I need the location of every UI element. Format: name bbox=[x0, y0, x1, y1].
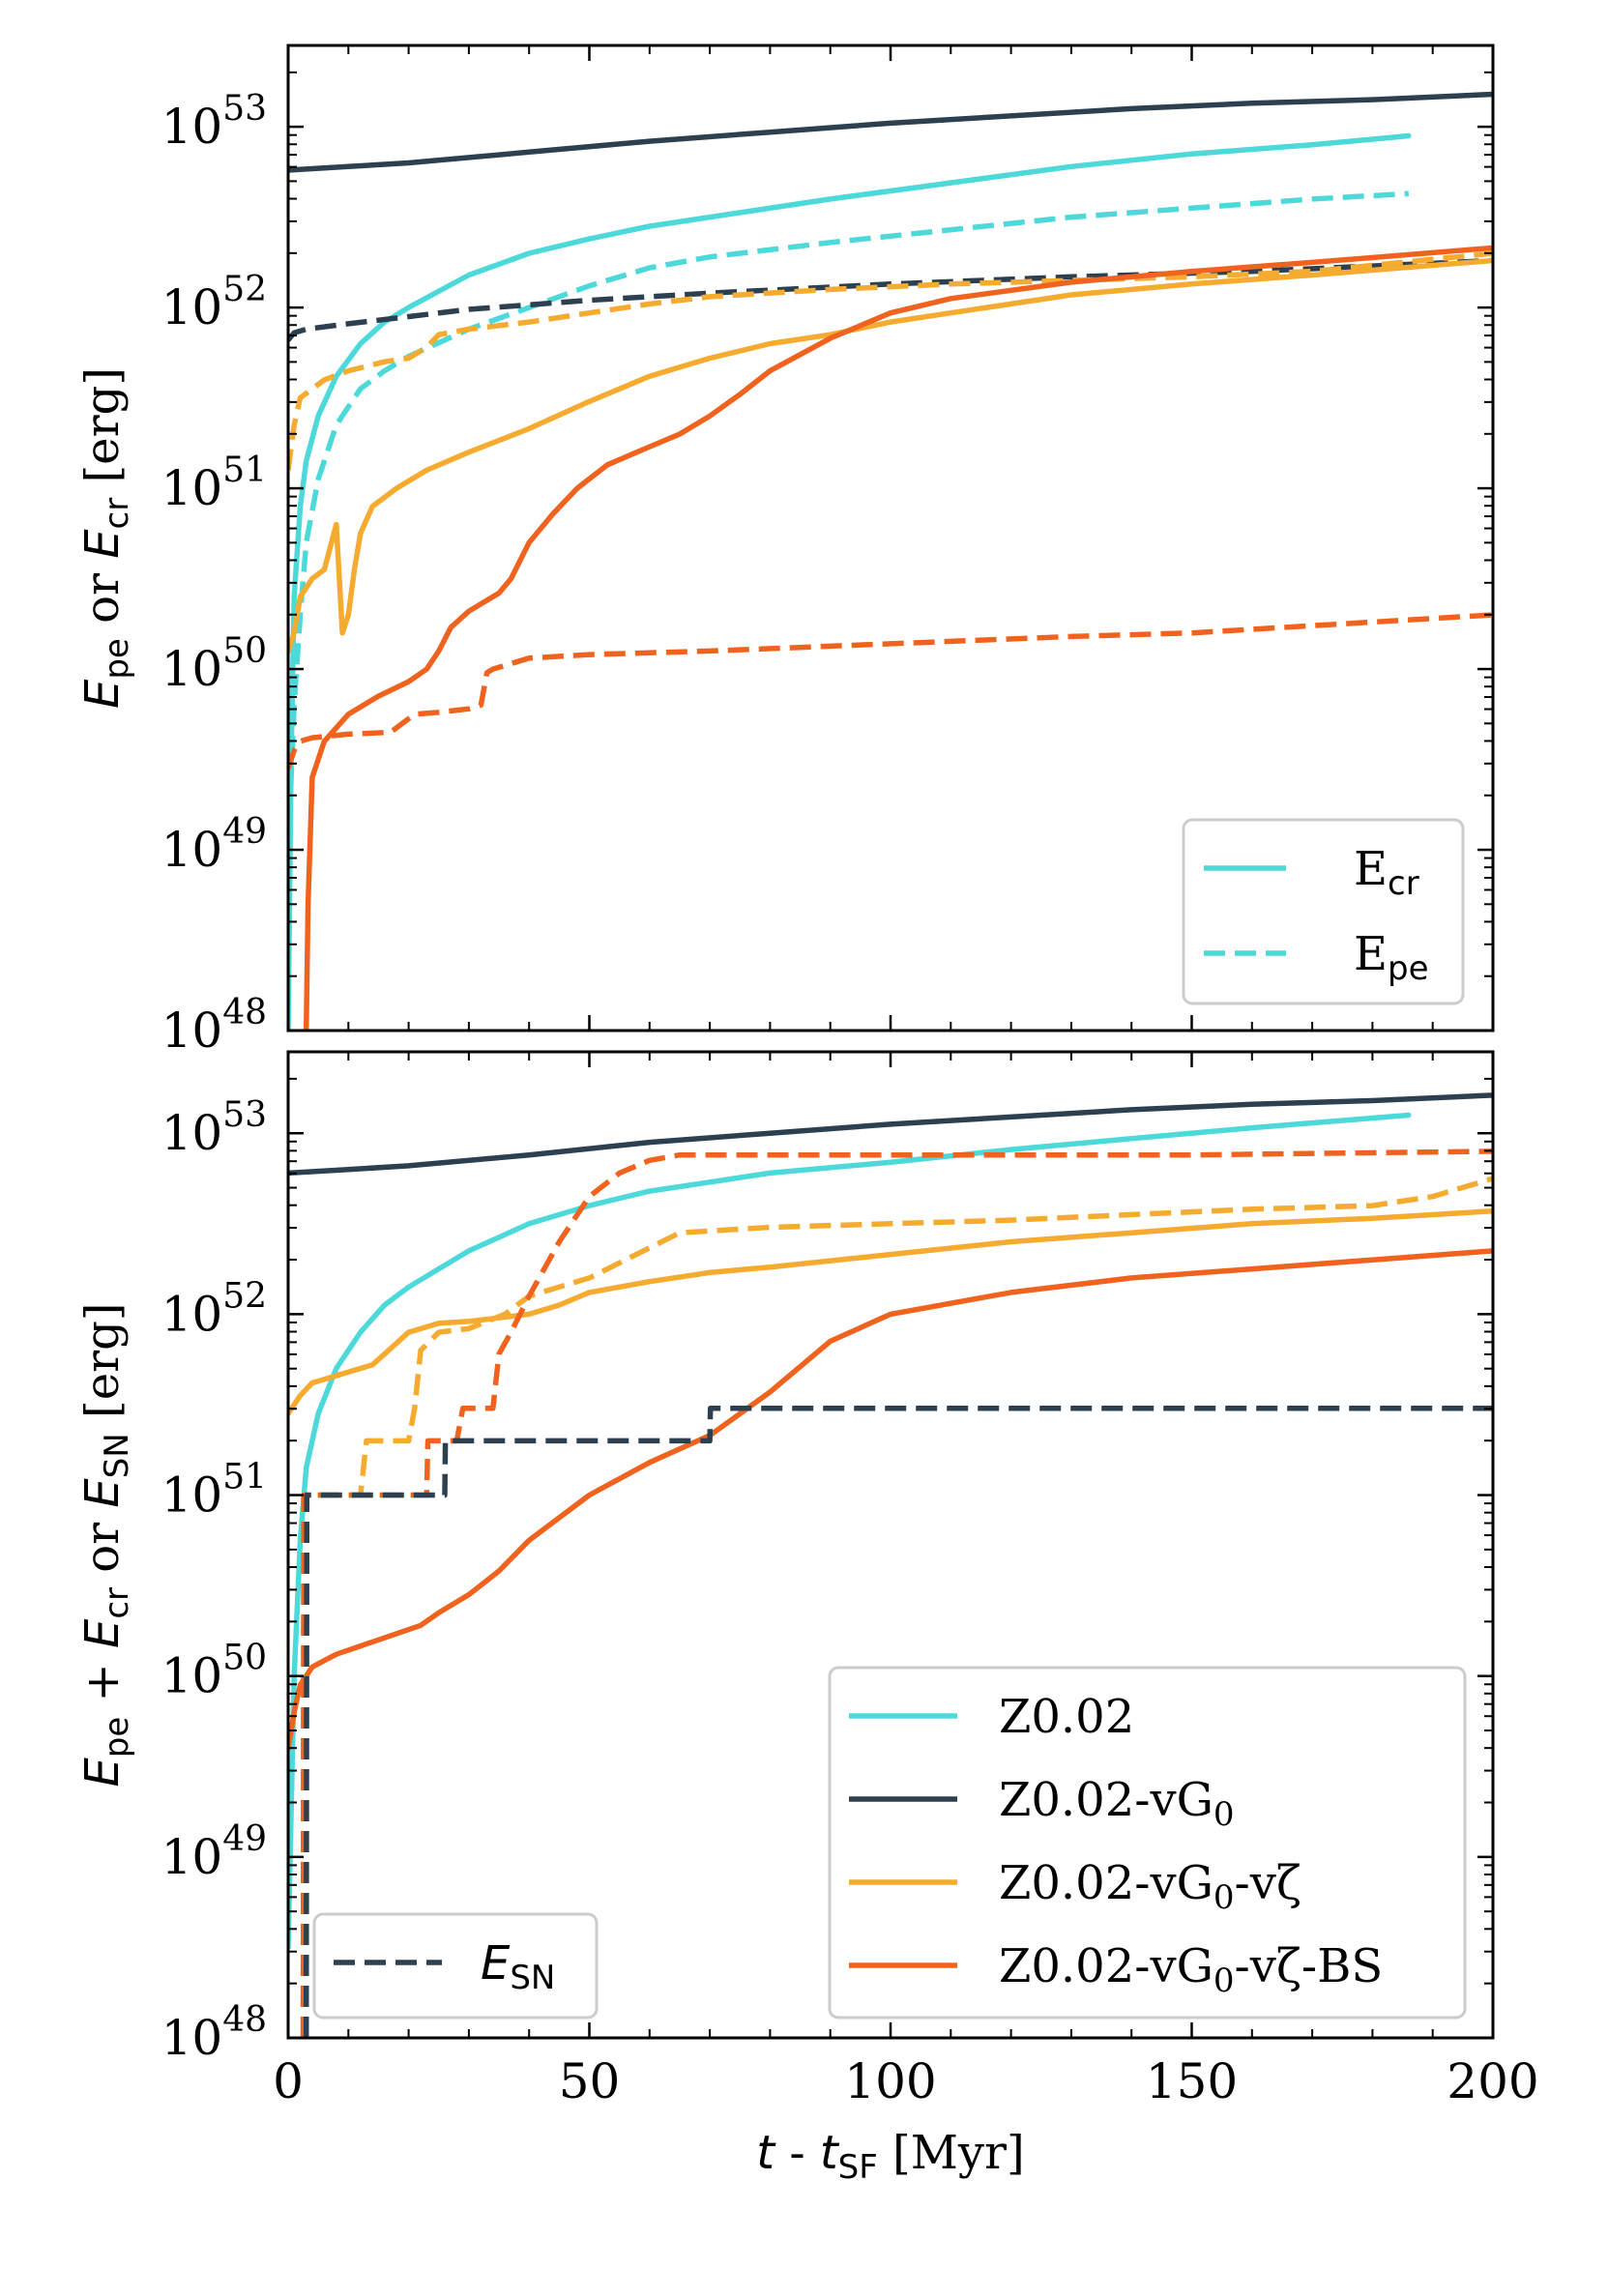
y-tick-label: 1052 bbox=[161, 270, 267, 335]
legend-label: Z0.02-vG0-vζ bbox=[999, 1856, 1301, 1917]
series-line bbox=[303, 245, 1493, 1031]
y-axis-label: Epe or Ecr [erg] bbox=[75, 367, 136, 709]
series-line bbox=[288, 91, 1493, 173]
series-line bbox=[303, 1405, 1493, 2038]
y-tick-label: 1048 bbox=[161, 993, 267, 1059]
series-line bbox=[288, 250, 1493, 471]
legend-frame bbox=[828, 1666, 1467, 2020]
y-tick-label: 1051 bbox=[161, 1458, 267, 1524]
y-tick-label: 1053 bbox=[161, 1095, 267, 1161]
legend-label: Z0.02-vG0-vζ-BS bbox=[999, 1939, 1383, 2000]
legend-label: Epe bbox=[1354, 927, 1429, 988]
series-line bbox=[288, 132, 1412, 1031]
x-tick-label: 0 bbox=[273, 2053, 304, 2109]
legend-label: Ecr bbox=[1354, 842, 1419, 903]
series-line bbox=[288, 1092, 1493, 1177]
series-line bbox=[288, 1112, 1412, 1951]
x-tick-label: 150 bbox=[1146, 2053, 1238, 2109]
legend-label: ESN bbox=[481, 1936, 555, 1997]
x-axis-label: t - tSF [Myr] bbox=[756, 2126, 1024, 2187]
y-tick-label: 1050 bbox=[161, 631, 267, 697]
y-axis-label: Epe + Ecr or ESN [erg] bbox=[75, 1302, 136, 1787]
y-tick-label: 1053 bbox=[161, 89, 267, 155]
legend-label: Z0.02-vG0 bbox=[999, 1773, 1235, 1834]
series-line bbox=[288, 612, 1493, 770]
legend-frame bbox=[312, 1912, 599, 2020]
legend-top: Ecr Epe bbox=[1182, 818, 1465, 1005]
y-tick-label: 1048 bbox=[161, 2000, 267, 2066]
top-panel: 1048 1049 1050 1051 1052 1053 Epe or Ecr [erg]… bbox=[75, 44, 1495, 1059]
legend-label: Z0.02 bbox=[999, 1690, 1134, 1744]
x-tick-label: 200 bbox=[1447, 2053, 1538, 2109]
series-line bbox=[288, 190, 1409, 851]
legend-models: Z0.02 Z0.02-vG0 Z0.02-vG0-vζ Z0.02-vG0-vζ-B… bbox=[828, 1666, 1467, 2020]
bottom-panel: 1048 1049 1050 1051 1052 1053 Epe + Ecr or ESN… bbox=[75, 1050, 1539, 2187]
x-tick-label: 50 bbox=[559, 2053, 621, 2109]
y-tick-label: 1049 bbox=[161, 1819, 267, 1885]
y-tick-label: 1049 bbox=[161, 812, 267, 878]
x-tick-label: 100 bbox=[844, 2053, 936, 2109]
series-line bbox=[288, 257, 1493, 654]
series-line bbox=[300, 1176, 1493, 2038]
series-line bbox=[288, 1207, 1493, 1417]
series-line bbox=[288, 257, 1493, 342]
series-line bbox=[288, 1248, 1493, 1752]
y-tick-label: 1052 bbox=[161, 1276, 267, 1342]
legend-sn: ESN bbox=[312, 1912, 599, 2020]
y-tick-label: 1051 bbox=[161, 450, 267, 516]
y-tick-label: 1050 bbox=[161, 1639, 267, 1704]
